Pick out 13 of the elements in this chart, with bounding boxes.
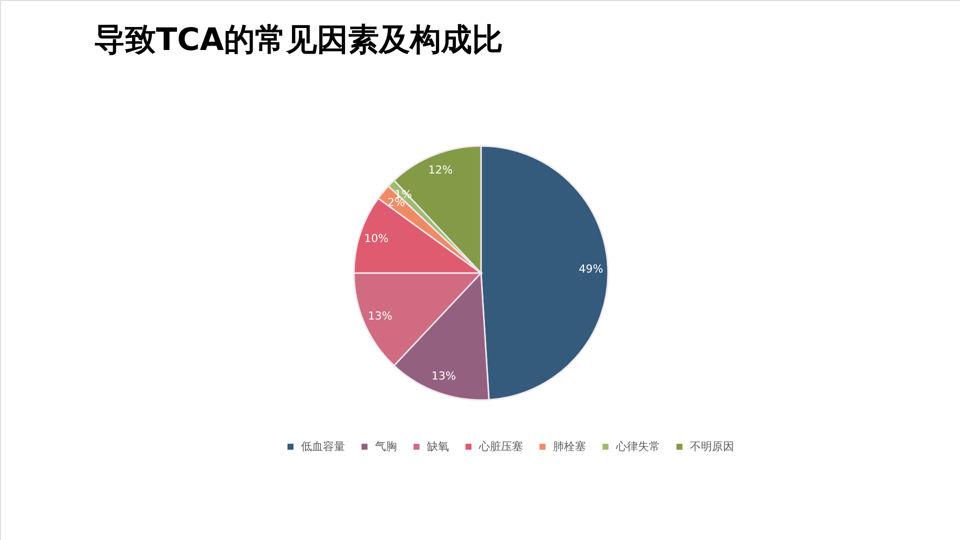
legend-label: 缺氧 (427, 440, 449, 453)
legend-label: 气胸 (375, 440, 397, 453)
data-label: 13% (432, 369, 456, 382)
legend-label: 不明原因 (690, 440, 734, 453)
legend-label: 低血容量 (301, 440, 345, 453)
data-label: 49% (578, 262, 604, 276)
legend-label: 心脏压塞 (478, 440, 523, 453)
chart-title: 导致TCA的常见因素及构成比 (94, 22, 503, 58)
data-label: 10% (364, 232, 389, 246)
legend-label: 肺栓塞 (553, 440, 586, 453)
data-label: 13% (368, 310, 392, 323)
data-label: 12% (428, 164, 453, 177)
legend-label: 心律失常 (615, 440, 660, 453)
